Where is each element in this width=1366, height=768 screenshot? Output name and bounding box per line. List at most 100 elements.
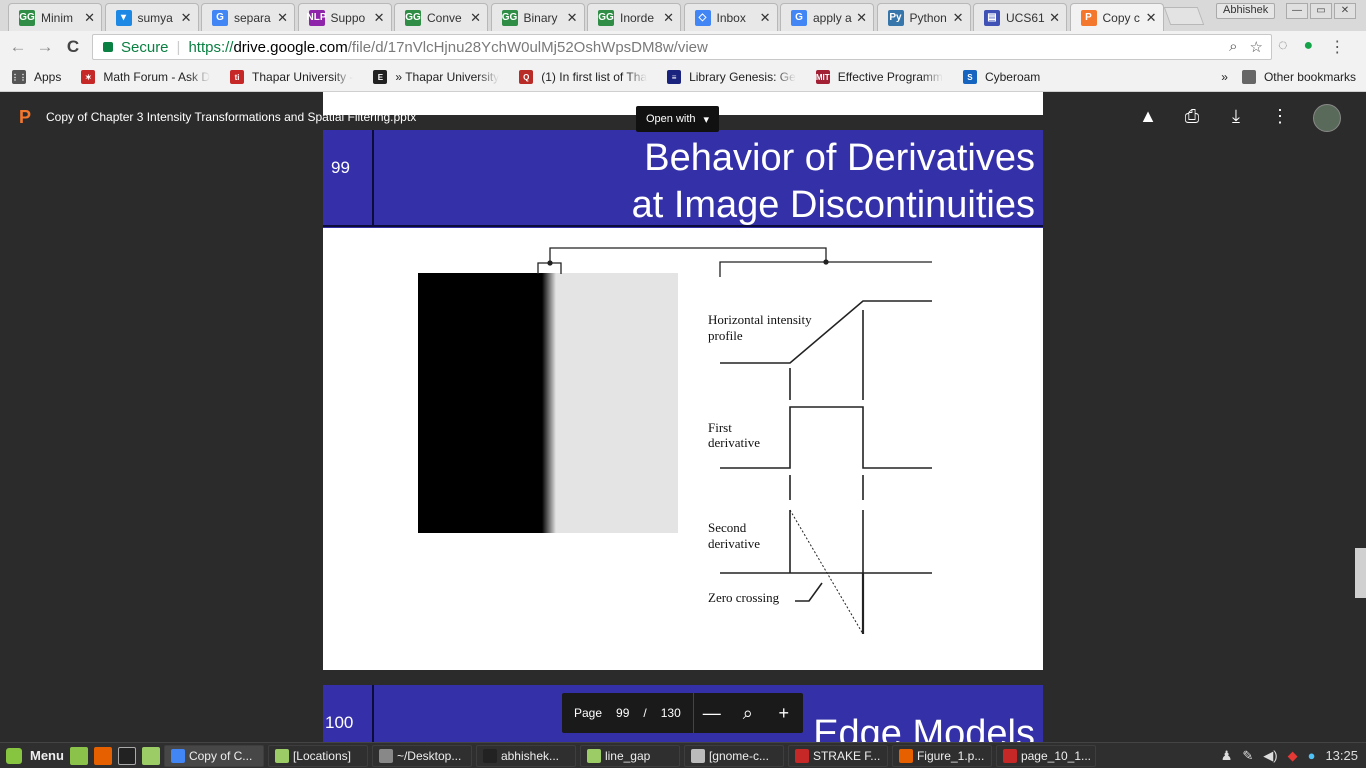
tab-close-icon[interactable]: ✕ <box>952 9 964 25</box>
taskbar-window[interactable]: page_10_1... <box>995 744 1096 767</box>
start-menu-button[interactable]: Menu <box>6 747 64 764</box>
account-avatar[interactable] <box>1313 104 1341 132</box>
bookmarks-overflow-icon[interactable]: » <box>1221 70 1228 84</box>
slide-header: 99 Behavior of Derivatives at Image Disc… <box>323 130 1043 228</box>
tab-11[interactable]: P Copy c ✕ <box>1069 3 1164 31</box>
tab-title: Python <box>909 10 947 25</box>
shield-extension-icon[interactable]: ◌ <box>1278 37 1288 54</box>
other-bookmarks-label: Other bookmarks <box>1263 70 1356 84</box>
bookmark-item[interactable]: ≡ Library Genesis: Ge <box>667 70 796 84</box>
e-icon: E <box>373 70 388 84</box>
bookmark-item[interactable]: E » Thapar University <box>373 70 499 84</box>
desktop-icon[interactable] <box>69 746 88 765</box>
first-derivative <box>720 406 932 469</box>
tab-close-icon[interactable]: ✕ <box>856 9 867 25</box>
maximize-button[interactable]: ▭ <box>1310 3 1332 19</box>
zoom-out-button[interactable]: — <box>702 702 721 723</box>
secure-label: Secure <box>121 38 169 56</box>
reload-button[interactable]: C <box>66 37 80 56</box>
clock[interactable]: 13:25 <box>1325 748 1358 763</box>
tab-6[interactable]: GG Inorde ✕ <box>587 3 681 31</box>
tab-0[interactable]: GG Minim ✕ <box>8 3 102 31</box>
bookmark-item[interactable]: MIT Effective Programm <box>815 70 943 84</box>
bookmark-item[interactable]: ti Thapar University - <box>230 70 353 84</box>
window-title: page_10_1... <box>1020 748 1092 763</box>
window-title: abhishek... <box>500 748 559 763</box>
next-slide-title: Edge Models <box>813 713 1035 742</box>
more-actions-icon[interactable]: ⋮ <box>1271 106 1289 126</box>
tab-close-icon[interactable]: ✕ <box>373 9 385 25</box>
tab-close-icon[interactable]: ✕ <box>759 9 771 25</box>
label-profile-line2: profile <box>708 328 743 343</box>
tab-close-icon[interactable]: ✕ <box>663 9 674 25</box>
bookmark-item[interactable]: ✶ Math Forum - Ask D <box>81 70 210 84</box>
forward-button[interactable]: → <box>36 37 54 56</box>
bookmark-item[interactable]: S Cyberoam <box>962 70 1040 84</box>
zoom-in-button[interactable]: + <box>778 702 790 723</box>
taskbar-window[interactable]: Figure_1.p... <box>891 744 992 767</box>
open-with-button[interactable]: Open with ▾ <box>636 106 720 132</box>
window-title: line_gap <box>604 748 651 763</box>
tab-title: Inorde <box>620 10 655 25</box>
user-icon[interactable]: ♟ <box>1220 747 1233 763</box>
chrome-menu-icon[interactable]: ⋮ <box>1329 39 1346 56</box>
address-bar[interactable]: Secure | https:// drive.google.com /file… <box>92 34 1272 60</box>
current-page[interactable]: 99 <box>616 706 630 720</box>
tab-1[interactable]: ▾ sumya ✕ <box>104 3 199 31</box>
bookmark-item[interactable]: ⋮⋮ Apps <box>11 70 61 84</box>
tab-close-icon[interactable]: ✕ <box>1049 9 1060 25</box>
tab-close-icon[interactable]: ✕ <box>84 9 95 25</box>
grammarly-icon[interactable]: ● <box>1303 37 1314 54</box>
back-button[interactable]: ← <box>9 37 27 56</box>
zoom-icon[interactable]: ⌕ <box>1229 38 1238 55</box>
document-title: Copy of Chapter 3 Intensity Transformati… <box>46 110 417 124</box>
download-icon[interactable]: ⤓ <box>1232 106 1240 126</box>
tab-close-icon[interactable]: ✕ <box>1145 9 1157 25</box>
tab-close-icon[interactable]: ✕ <box>180 9 192 25</box>
tab-close-icon[interactable]: ✕ <box>470 9 481 25</box>
other-bookmarks[interactable]: Other bookmarks <box>1241 70 1356 84</box>
close-window-button[interactable]: ✕ <box>1334 3 1356 19</box>
network-icon[interactable]: ✎ <box>1242 747 1254 763</box>
tab-4[interactable]: GG Conve ✕ <box>394 3 488 31</box>
add-to-drive-icon[interactable]: ▲ <box>1139 106 1157 126</box>
taskbar-window[interactable]: STRAKE F... <box>787 744 888 767</box>
scrollbar-thumb[interactable] <box>1355 548 1366 598</box>
window-controls: — ▭ ✕ <box>1286 3 1356 19</box>
zoom-icon[interactable]: ⌕ <box>742 702 753 723</box>
caret-down-icon: ▾ <box>703 113 710 126</box>
bookmark-star-icon[interactable]: ☆ <box>1249 39 1263 56</box>
tab-close-icon[interactable]: ✕ <box>277 9 288 25</box>
minimize-button[interactable]: — <box>1286 3 1308 19</box>
taskbar-window[interactable]: [Locations] <box>267 744 368 767</box>
taskbar-window[interactable]: line_gap <box>579 744 680 767</box>
tab-10[interactable]: ▤ UCS61 ✕ <box>973 3 1067 31</box>
tab-3[interactable]: NLP Suppo ✕ <box>297 3 392 31</box>
taskbar-window[interactable]: [gnome-c... <box>683 744 784 767</box>
tab-7[interactable]: ◇ Inbox ✕ <box>683 3 778 31</box>
bookmark-item[interactable]: Q (1) In first list of Tha <box>519 70 647 84</box>
print-icon[interactable]: ⎙ <box>1184 106 1200 126</box>
chat-icon[interactable]: ● <box>1307 748 1316 763</box>
label-second-line1: Second <box>708 520 747 535</box>
shield-tray-icon[interactable]: ◆ <box>1287 747 1298 763</box>
bookmark-label: Library Genesis: Ge <box>689 70 796 84</box>
taskbar-window[interactable]: abhishek... <box>475 744 576 767</box>
tab-9[interactable]: Py Python ✕ <box>876 3 971 31</box>
volume-icon[interactable]: ◀) <box>1263 747 1278 763</box>
profile-button[interactable]: Abhishek <box>1216 3 1276 19</box>
url-scheme: https:// <box>188 38 234 56</box>
tab-5[interactable]: GG Binary ✕ <box>490 3 585 31</box>
derivative-figure: Horizontal intensity profile First deriv… <box>418 247 932 635</box>
bookmark-label: Thapar University - <box>252 70 354 84</box>
inbox-icon: ◇ <box>694 9 711 26</box>
taskbar-window[interactable]: ~/Desktop... <box>371 744 472 767</box>
taskbar-window[interactable]: Copy of C... <box>163 744 264 767</box>
firefox-icon[interactable] <box>93 746 112 765</box>
new-tab-button[interactable] <box>1163 7 1205 25</box>
terminal-icon[interactable] <box>117 746 136 765</box>
files-icon[interactable] <box>141 746 160 765</box>
tab-close-icon[interactable]: ✕ <box>566 9 578 25</box>
